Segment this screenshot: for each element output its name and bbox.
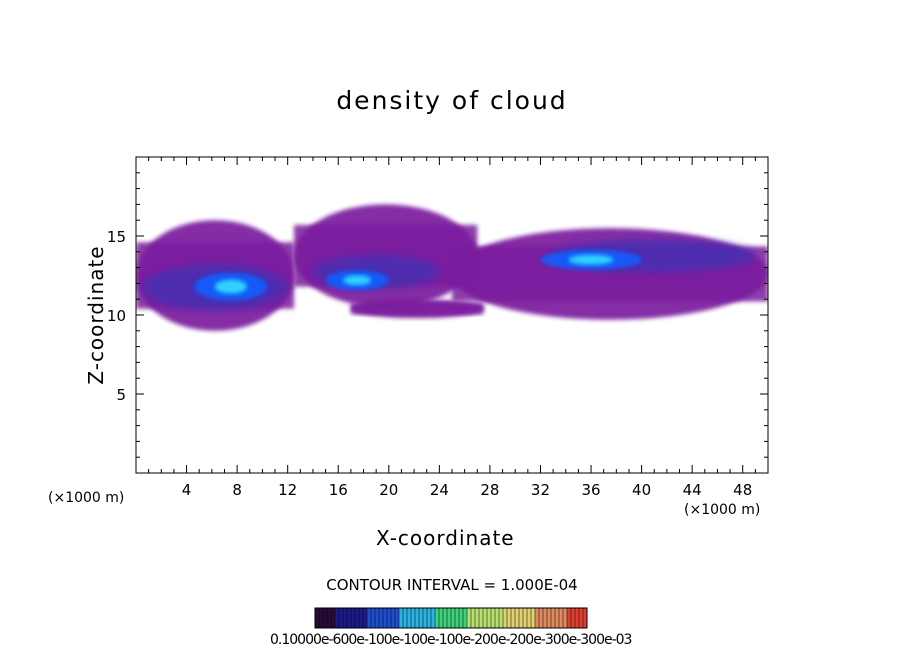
colorbar-swatch — [447, 608, 452, 628]
colorbar-swatch — [331, 608, 336, 628]
x-tick-label: 28 — [480, 481, 499, 499]
colorbar-swatch — [579, 608, 584, 628]
colorbar-swatch — [551, 608, 556, 628]
y-tick-label: 15 — [107, 228, 126, 246]
colorbar-swatch — [499, 608, 504, 628]
x-unit-label-left: (×1000 m) — [48, 490, 125, 506]
colorbar-swatch — [507, 608, 512, 628]
colorbar-swatch — [439, 608, 444, 628]
colorbar-swatch — [487, 608, 492, 628]
y-axis-label: Z-coordinate — [84, 245, 108, 385]
colorbar-swatch — [347, 608, 352, 628]
colorbar-swatch — [575, 608, 580, 628]
x-tick-label: 36 — [581, 481, 600, 499]
x-tick-label: 4 — [182, 481, 192, 499]
x-tick-label: 24 — [430, 481, 449, 499]
colorbar-swatch — [363, 608, 368, 628]
y-tick-label: 5 — [116, 386, 126, 404]
colorbar-swatch — [395, 608, 400, 628]
x-tick-label: 16 — [329, 481, 348, 499]
colorbar-swatch — [383, 608, 388, 628]
colorbar-swatch — [547, 608, 552, 628]
chart-title: density of cloud — [336, 86, 568, 115]
colorbar-swatch — [415, 608, 420, 628]
x-unit-label-right: (×1000 m) — [684, 502, 761, 518]
colorbar-swatch — [359, 608, 364, 628]
colorbar-swatch — [467, 608, 472, 628]
core-peak-core-left — [214, 279, 247, 294]
colorbar-swatch — [427, 608, 432, 628]
colorbar-swatch — [323, 608, 328, 628]
core-peak-core-middle — [343, 275, 372, 286]
x-tick-label: 44 — [683, 481, 702, 499]
colorbar-swatch — [411, 608, 416, 628]
core-peak-core-right — [568, 254, 614, 265]
colorbar-swatch — [463, 608, 468, 628]
colorbar-swatch — [371, 608, 376, 628]
colorbar-swatch — [351, 608, 356, 628]
colorbar-swatch — [407, 608, 412, 628]
colorbar-swatch — [491, 608, 496, 628]
colorbar-swatch — [387, 608, 392, 628]
colorbar-swatch — [531, 608, 536, 628]
colorbar-swatch — [483, 608, 488, 628]
colorbar-swatch — [459, 608, 464, 628]
colorbar-swatch — [443, 608, 448, 628]
colorbar-swatch — [583, 608, 588, 628]
x-tick-label: 8 — [232, 481, 242, 499]
contour-interval-label: CONTOUR INTERVAL = 1.000E-04 — [326, 576, 578, 594]
x-tick-label: 40 — [632, 481, 651, 499]
colorbar-swatch — [475, 608, 480, 628]
colorbar-swatch — [431, 608, 436, 628]
colorbar-swatch — [503, 608, 508, 628]
colorbar-swatch — [559, 608, 564, 628]
colorbar-swatch — [367, 608, 372, 628]
colorbar-swatch — [539, 608, 544, 628]
colorbar-swatch — [571, 608, 576, 628]
colorbar-swatch — [355, 608, 360, 628]
colorbar-swatch — [339, 608, 344, 628]
colorbar-swatch — [455, 608, 460, 628]
x-axis-label: X-coordinate — [376, 526, 515, 550]
colorbar-swatch — [471, 608, 476, 628]
y-tick-label: 10 — [107, 307, 126, 325]
colorbar-swatch — [511, 608, 516, 628]
colorbar-swatch — [315, 608, 320, 628]
colorbar-swatch — [391, 608, 396, 628]
colorbar-swatch — [555, 608, 560, 628]
cloud-band-lower-middle-layer — [350, 302, 484, 315]
colorbar — [314, 607, 588, 629]
x-tick-label: 20 — [379, 481, 398, 499]
colorbar-swatch — [563, 608, 568, 628]
colorbar-swatch — [515, 608, 520, 628]
colorbar-swatch — [403, 608, 408, 628]
x-tick-label: 12 — [278, 481, 297, 499]
colorbar-swatch — [523, 608, 528, 628]
cloud-field — [136, 204, 768, 331]
colorbar-frame — [314, 607, 588, 629]
colorbar-swatch — [327, 608, 332, 628]
colorbar-swatch — [343, 608, 348, 628]
colorbar-swatch — [495, 608, 500, 628]
colorbar-swatch — [535, 608, 540, 628]
colorbar-swatch — [423, 608, 428, 628]
colorbar-swatch — [479, 608, 484, 628]
colorbar-swatch — [527, 608, 532, 628]
colorbar-swatch — [335, 608, 340, 628]
colorbar-swatch — [375, 608, 380, 628]
colorbar-labels: 0.10000e-600e-100e-100e-100e-200e-200e-3… — [270, 632, 632, 648]
colorbar-swatch — [319, 608, 324, 628]
colorbar-swatch — [567, 608, 572, 628]
colorbar-swatch — [519, 608, 524, 628]
x-tick-label: 32 — [531, 481, 550, 499]
colorbar-swatch — [379, 608, 384, 628]
colorbar-swatch — [435, 608, 440, 628]
colorbar-swatch — [419, 608, 424, 628]
colorbar-swatch — [399, 608, 404, 628]
x-tick-label: 48 — [733, 481, 752, 499]
colorbar-swatch — [451, 608, 456, 628]
colorbar-swatch — [543, 608, 548, 628]
